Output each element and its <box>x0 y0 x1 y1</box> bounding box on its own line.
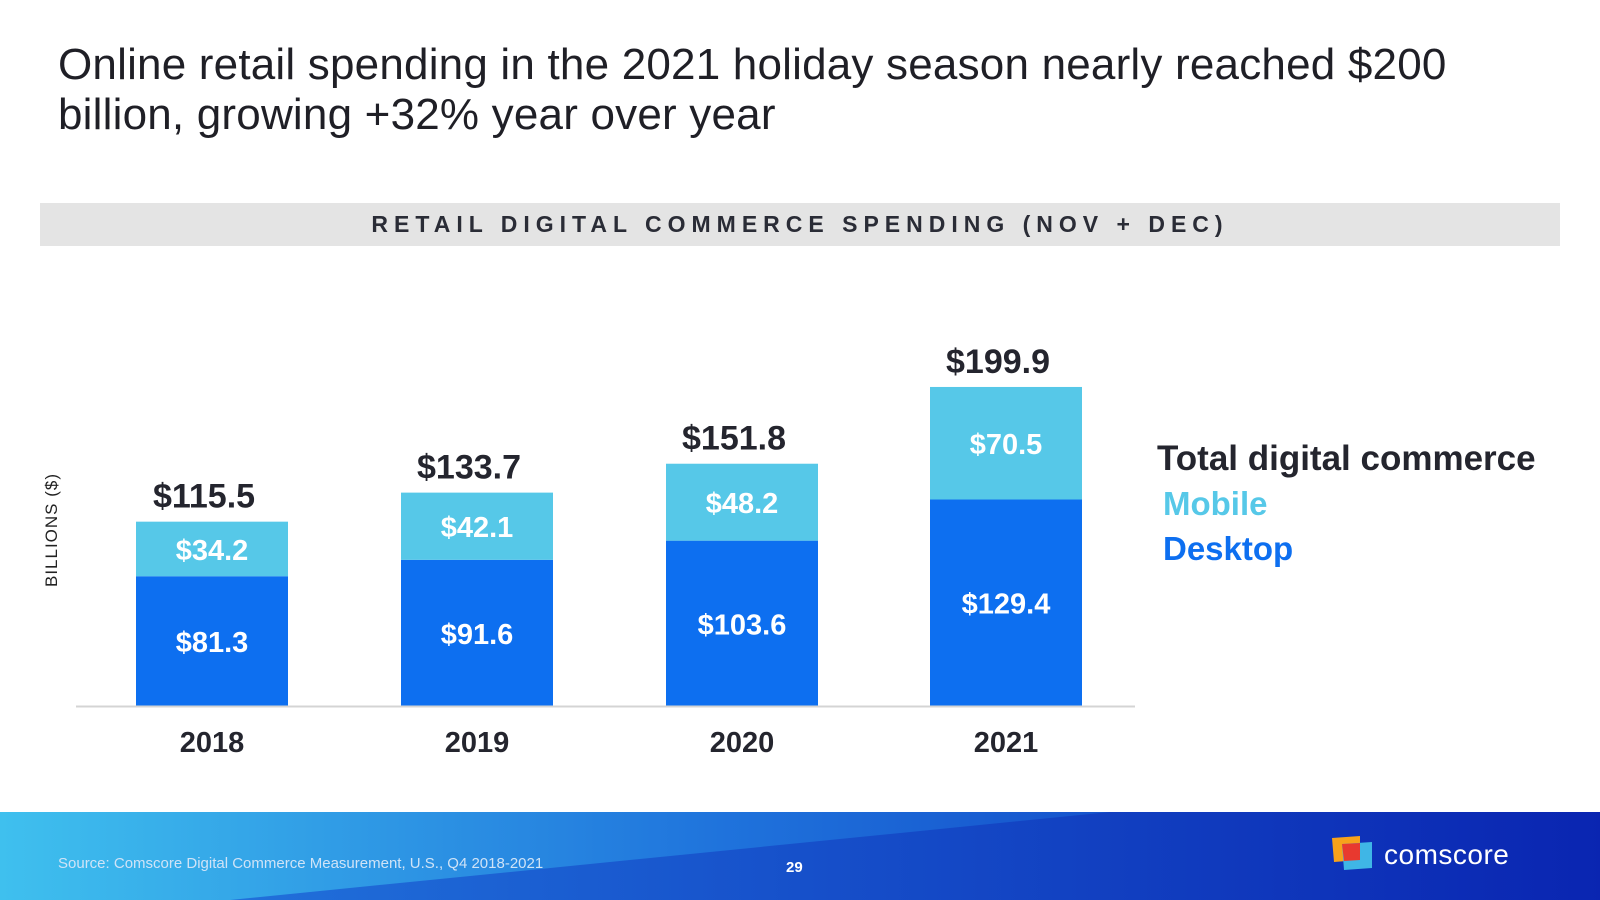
stacked-bar-chart: BILLIONS ($) $81.3 $34.2 $115.5 2018 $91.6 $42… <box>42 343 1135 759</box>
chart-legend: Total digital commerce Mobile Desktop <box>1157 436 1536 571</box>
label-total-2020: $151.8 <box>682 420 786 458</box>
label-mobile-2019: $42.1 <box>441 512 514 544</box>
footer-background <box>0 812 1600 900</box>
bar-mobile-2019 <box>401 492 553 560</box>
label-total-2021: $199.9 <box>946 343 1050 381</box>
chart-title: RETAIL DIGITAL COMMERCE SPENDING (NOV + … <box>371 211 1229 237</box>
legend-desktop: Desktop <box>1163 530 1294 567</box>
footer: Source: Comscore Digital Commerce Measur… <box>0 812 1600 900</box>
x-tick-2021: 2021 <box>974 727 1039 759</box>
page-number: 29 <box>786 859 803 876</box>
label-total-2019: $133.7 <box>417 449 521 487</box>
bar-mobile-2021 <box>930 386 1082 500</box>
bar-desktop-2018 <box>136 576 288 706</box>
x-tick-2020: 2020 <box>710 727 775 759</box>
x-tick-2019: 2019 <box>445 727 510 759</box>
comscore-logo-icon <box>1332 836 1372 870</box>
y-axis-label: BILLIONS ($) <box>42 473 61 587</box>
label-mobile-2021: $70.5 <box>970 429 1043 461</box>
legend-mobile: Mobile <box>1163 485 1268 522</box>
label-mobile-2020: $48.2 <box>706 488 779 520</box>
label-desktop-2020: $103.6 <box>698 609 787 641</box>
label-total-2018: $115.5 <box>153 478 255 516</box>
chart-title-banner: RETAIL DIGITAL COMMERCE SPENDING (NOV + … <box>40 203 1560 246</box>
x-tick-2018: 2018 <box>180 727 245 759</box>
bar-desktop-2020 <box>666 540 818 706</box>
bar-desktop-2021 <box>930 499 1082 706</box>
source-note: Source: Comscore Digital Commerce Measur… <box>58 855 544 872</box>
label-desktop-2019: $91.6 <box>441 619 514 651</box>
bar-mobile-2020 <box>666 463 818 541</box>
label-desktop-2021: $129.4 <box>962 589 1051 621</box>
headline: Online retail spending in the 2021 holid… <box>58 40 1447 139</box>
label-desktop-2018: $81.3 <box>176 627 249 659</box>
bar-desktop-2019 <box>401 559 553 706</box>
brand-name: comscore <box>1384 839 1510 870</box>
legend-total: Total digital commerce <box>1157 439 1536 478</box>
bar-mobile-2018 <box>136 521 288 577</box>
label-mobile-2018: $34.2 <box>176 535 249 567</box>
